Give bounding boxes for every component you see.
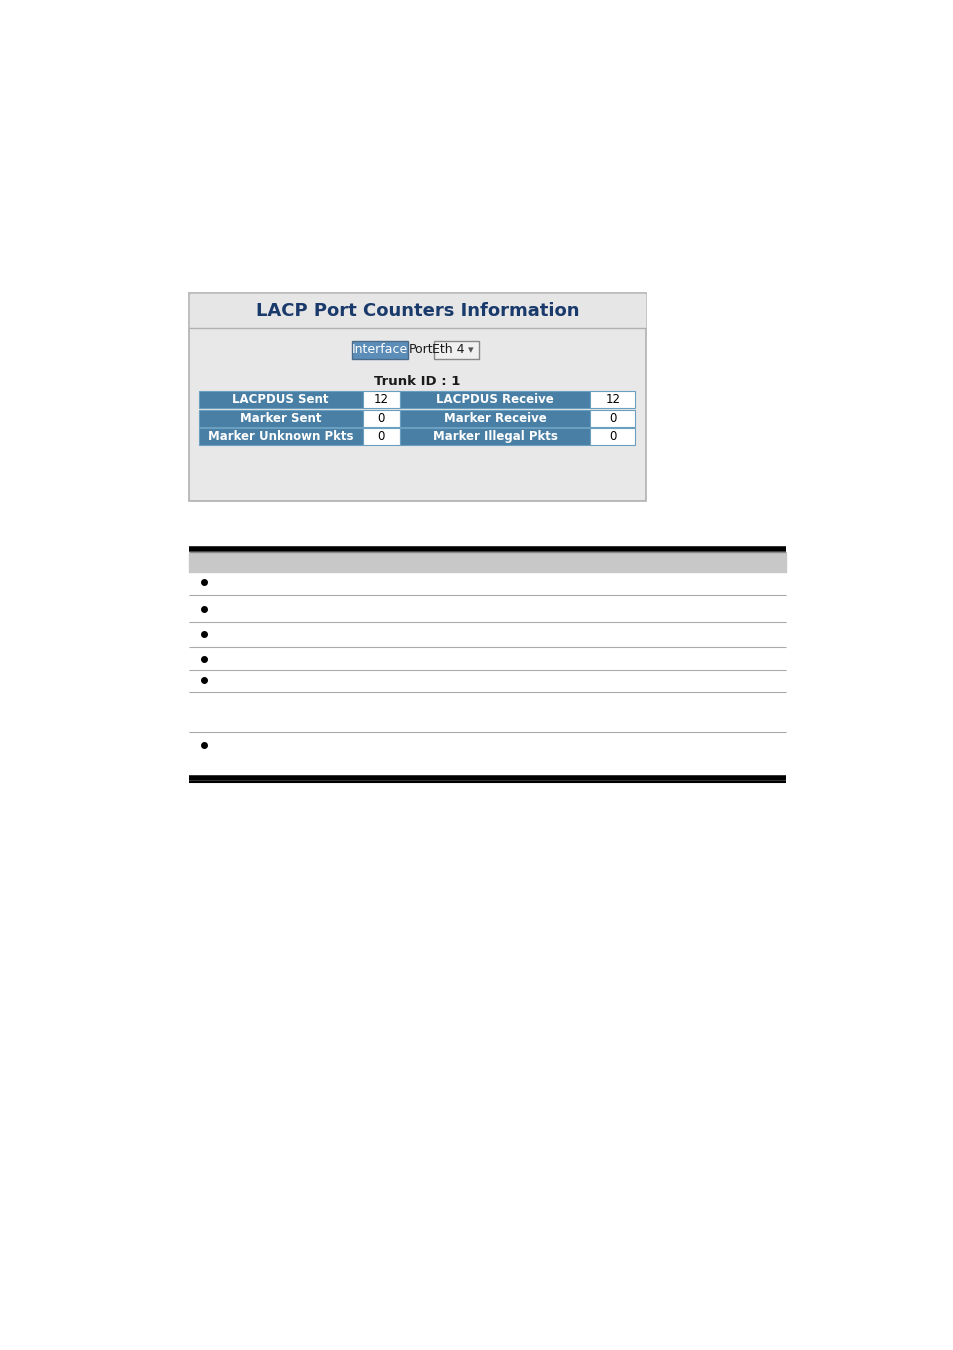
Bar [590,410,635,427]
Text: ▾: ▾ [468,344,474,355]
Bar [362,428,399,446]
Text: Interface: Interface [351,343,407,356]
Bar [434,340,478,359]
Text: LACPDUS Sent: LACPDUS Sent [232,393,329,406]
Bar [399,428,590,446]
Text: Marker Receive: Marker Receive [443,412,546,425]
Bar [199,428,362,446]
Text: Marker Illegal Pkts: Marker Illegal Pkts [433,431,557,443]
Bar [189,554,785,572]
Bar [590,392,635,409]
Bar [352,340,407,359]
Bar [190,294,645,328]
Text: Port: Port [409,343,434,356]
Text: Trunk ID : 1: Trunk ID : 1 [374,375,460,387]
Text: Marker Unknown Pkts: Marker Unknown Pkts [208,431,353,443]
Bar [189,293,645,501]
Text: 0: 0 [609,412,616,425]
Text: 0: 0 [609,431,616,443]
Bar [590,428,635,446]
Text: 12: 12 [605,393,619,406]
Bar [362,392,399,409]
Text: LACPDUS Receive: LACPDUS Receive [436,393,554,406]
Text: Marker Sent: Marker Sent [239,412,321,425]
Text: 12: 12 [374,393,388,406]
Text: Eth 4: Eth 4 [431,343,463,356]
Text: 0: 0 [377,412,384,425]
Bar [362,410,399,427]
Text: LACP Port Counters Information: LACP Port Counters Information [255,302,578,320]
Bar [399,410,590,427]
Bar [399,392,590,409]
Bar [199,392,362,409]
Text: 0: 0 [377,431,384,443]
Bar [199,410,362,427]
